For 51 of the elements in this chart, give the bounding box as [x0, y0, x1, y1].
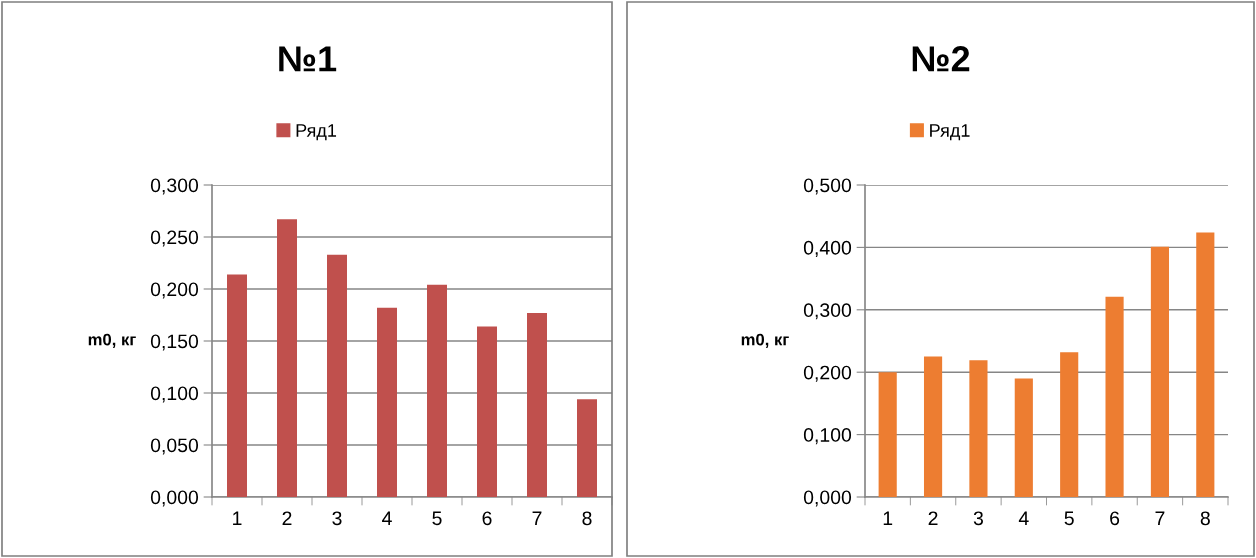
x-tick-label: 3: [973, 511, 983, 526]
bar: [377, 307, 397, 497]
y-tick-label: 0,300: [803, 303, 852, 320]
x-tick-label: 1: [233, 511, 242, 525]
y-tick-label: 0,100: [803, 428, 852, 445]
y-tick-label: 0,100: [150, 386, 199, 403]
chart-title: №2: [912, 46, 970, 72]
y-axis-title: m0, кг: [88, 333, 136, 348]
x-tick-label: 3: [332, 511, 342, 526]
y-tick-label: 0,500: [803, 178, 852, 195]
x-tick-label: 8: [1200, 511, 1210, 526]
bar: [923, 356, 943, 497]
bar: [227, 274, 247, 497]
x-tick-label: 5: [432, 511, 442, 526]
bar: [327, 254, 347, 497]
x-tick-label: 7: [532, 511, 542, 525]
x-tick-label: 4: [1018, 511, 1029, 525]
x-tick-label: 2: [282, 511, 292, 525]
bar: [878, 372, 897, 497]
x-tick-label: 7: [1155, 511, 1165, 525]
x-tick-label: 1: [883, 511, 893, 525]
bar: [1196, 232, 1215, 497]
legend-label: Ряд1: [296, 124, 337, 141]
x-tick-label: 4: [382, 511, 392, 525]
bar: [477, 326, 497, 497]
y-tick-label: 0,200: [803, 365, 852, 382]
bar: [527, 312, 547, 497]
bar: [1014, 378, 1033, 497]
y-tick-label: 0,150: [150, 334, 199, 351]
bar: [277, 219, 297, 497]
y-tick-label: 0,050: [150, 438, 199, 455]
x-tick-label: 8: [582, 511, 592, 526]
y-tick-label: 0,400: [803, 240, 852, 257]
y-tick-label: 0,000: [150, 490, 199, 507]
bar: [427, 284, 447, 497]
bar: [1105, 296, 1124, 497]
bar: [1150, 246, 1170, 497]
y-tick-label: 0,250: [150, 230, 199, 247]
legend-label: Ряд1: [930, 124, 970, 141]
y-tick-label: 0,000: [803, 490, 852, 507]
x-tick-label: 5: [1064, 511, 1074, 526]
bar: [1060, 352, 1079, 497]
y-tick-label: 0,200: [150, 282, 199, 299]
bar: [969, 360, 988, 497]
chart-title: №1: [279, 46, 337, 72]
x-tick-label: 2: [928, 511, 938, 525]
bar: [577, 399, 597, 497]
y-tick-label: 0,300: [150, 178, 199, 195]
x-tick-label: 6: [482, 511, 492, 526]
y-axis-title: m0, кг: [741, 333, 789, 348]
x-tick-label: 6: [1110, 511, 1120, 526]
